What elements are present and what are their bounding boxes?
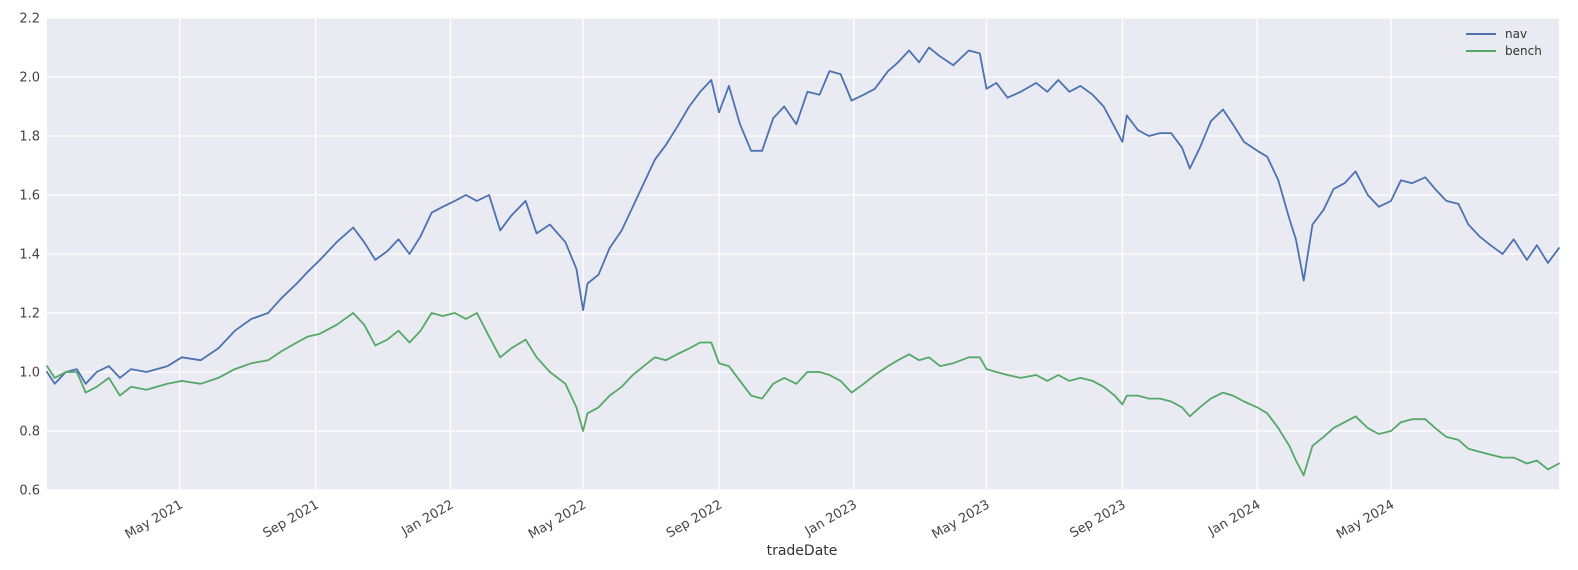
series-line-bench	[46, 312, 1560, 477]
legend: nav bench	[1455, 24, 1553, 66]
x-tick-label: May 2022	[526, 497, 589, 542]
y-tick-label: 1.0	[19, 366, 40, 381]
y-tick-label: 2.2	[19, 12, 40, 27]
grid-lines	[47, 17, 1559, 491]
legend-label-nav: nav	[1505, 27, 1527, 41]
x-axis-ticks: May 2021 Sep 2021 Jan 2022 May 2022 Sep 2022…	[123, 497, 1397, 542]
x-tick-label: Jan 2022	[398, 497, 456, 539]
y-tick-label: 0.6	[19, 484, 40, 499]
x-tick-label: Jan 2023	[802, 497, 860, 539]
x-tick-label: Jan 2024	[1205, 497, 1263, 539]
x-tick-label: May 2024	[1334, 497, 1397, 542]
series-line-nav	[46, 46, 1560, 385]
legend-box	[1455, 24, 1553, 66]
x-tick-label: Sep 2023	[1067, 497, 1128, 541]
x-tick-label: May 2021	[123, 497, 186, 542]
y-tick-label: 1.8	[19, 130, 40, 145]
x-tick-label: Sep 2022	[664, 497, 725, 541]
y-tick-label: 1.2	[19, 307, 40, 322]
y-tick-label: 1.6	[19, 189, 40, 204]
x-axis-title: tradeDate	[767, 543, 838, 559]
y-tick-label: 0.8	[19, 425, 40, 440]
y-axis-ticks: 0.6 0.8 1.0 1.2 1.4 1.6 1.8 2.0 2.2	[19, 12, 40, 499]
y-tick-label: 1.4	[19, 248, 40, 263]
x-tick-label: May 2023	[929, 497, 992, 542]
y-tick-label: 2.0	[19, 71, 40, 86]
series-lines	[46, 46, 1560, 477]
legend-label-bench: bench	[1505, 44, 1542, 58]
x-tick-label: Sep 2021	[261, 497, 322, 541]
